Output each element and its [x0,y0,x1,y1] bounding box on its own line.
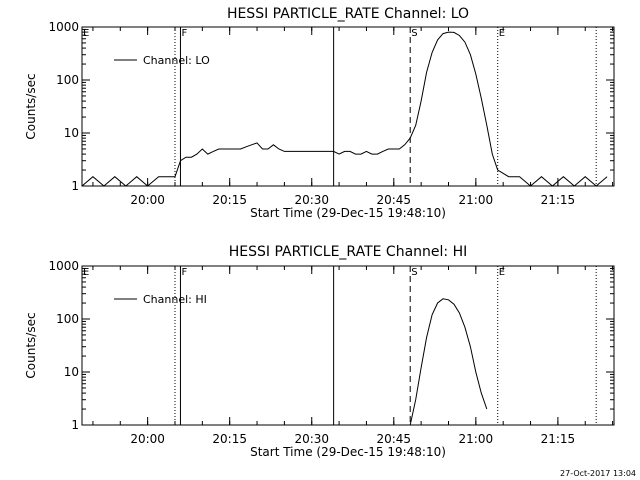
series-line [81,31,608,187]
x-tick-label: 20:00 [130,432,165,446]
marker-label: E [83,267,89,278]
x-tick-label: 20:45 [376,432,411,446]
y-axis-label: Counts/sec [24,73,38,139]
marker-label: E [83,28,89,39]
x-tick-label: 20:00 [130,193,165,207]
y-tick-label: 1000 [48,259,79,273]
x-tick-label: 21:00 [459,193,494,207]
y-tick-label: 1 [71,179,79,193]
x-tick-label: 20:30 [294,432,329,446]
marker-label: S [411,267,417,278]
legend-label: Channel: LO [143,54,210,67]
plot-frame [81,265,615,426]
y-tick-label: 100 [56,73,79,87]
x-tick-label: 21:15 [541,432,576,446]
marker-label: F [181,267,187,278]
plot-frame [81,26,615,187]
x-tick-label: 20:45 [376,193,411,207]
x-tick-label: 21:15 [541,193,576,207]
x-tick-label: 21:00 [459,432,494,446]
timestamp-footer: 27-Oct-2017 13:04 [560,469,636,478]
x-axis-label: Start Time (29-Dec-15 19:48:10) [250,206,446,220]
x-tick-label: 20:30 [294,193,329,207]
marker-label: E [499,267,505,278]
x-tick-label: 20:15 [212,432,247,446]
chart-title: HESSI PARTICLE_RATE Channel: LO [227,6,469,22]
y-axis-label: Counts/sec [24,312,38,378]
series-line [409,298,488,426]
marker-label: S [411,28,417,39]
chart-title: HESSI PARTICLE_RATE Channel: HI [229,244,467,260]
marker-label: F [181,28,187,39]
x-axis-label: Start Time (29-Dec-15 19:48:10) [250,445,446,459]
y-tick-label: 100 [56,312,79,326]
y-tick-label: 10 [64,126,79,140]
marker-label: E [499,28,505,39]
y-tick-label: 10 [64,365,79,379]
y-tick-label: 1000 [48,20,79,34]
x-tick-label: 20:15 [212,193,247,207]
y-tick-label: 1 [71,418,79,432]
legend-label: Channel: HI [143,293,207,306]
